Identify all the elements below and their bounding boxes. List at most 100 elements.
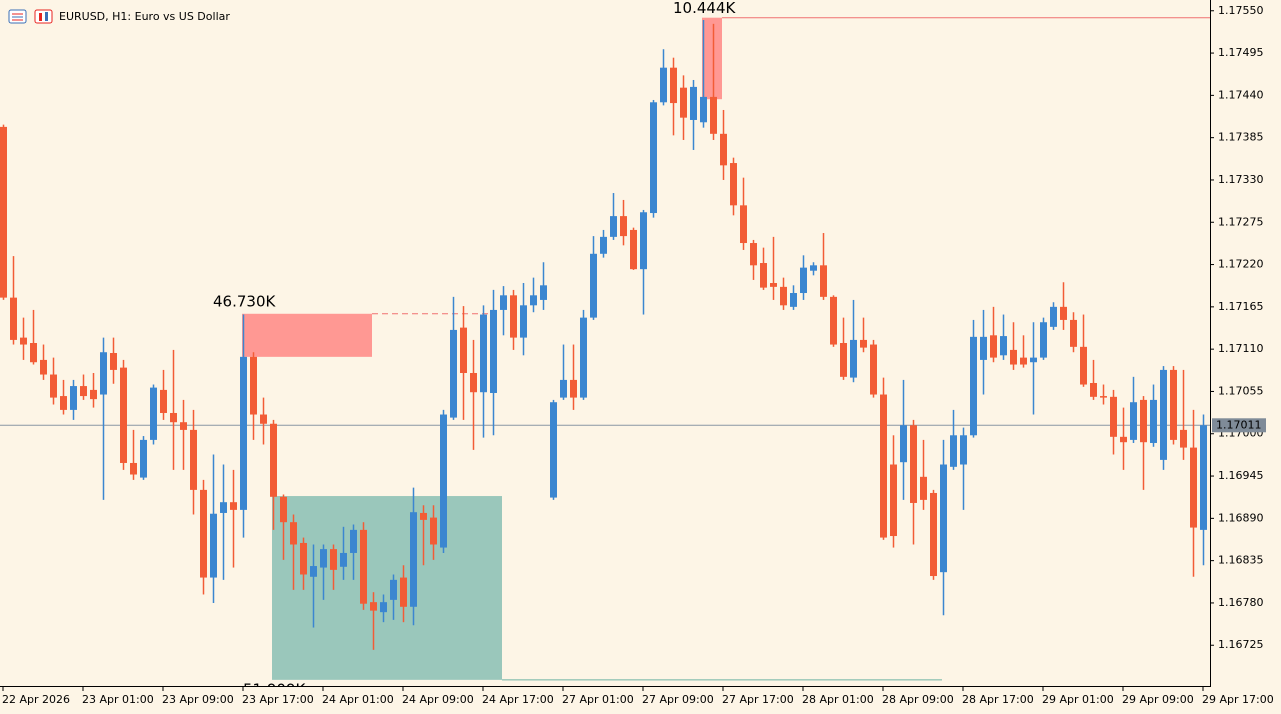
candle-body [420, 512, 427, 520]
candle-body [340, 552, 347, 567]
candle-body [310, 566, 317, 577]
x-tick-label: 29 Apr 01:00 [1042, 693, 1114, 706]
candle-body [620, 216, 627, 237]
candle-body [800, 267, 807, 294]
candle-body [120, 367, 127, 463]
x-tick-label: 28 Apr 09:00 [882, 693, 954, 706]
chart-title: EURUSD, H1: Euro vs US Dollar [59, 10, 230, 23]
x-tick-label: 27 Apr 17:00 [722, 693, 794, 706]
y-tick-label: 1.17550 [1218, 4, 1264, 17]
candle-body [540, 285, 547, 300]
candle-body [170, 412, 177, 423]
icon-chart [34, 9, 53, 24]
candle-body [360, 529, 367, 604]
candle-body [460, 327, 467, 373]
candle-body [50, 374, 57, 398]
y-tick-label: 1.16725 [1218, 638, 1264, 651]
candle-body [260, 414, 267, 424]
x-tick-label: 24 Apr 17:00 [482, 693, 554, 706]
x-tick-label: 23 Apr 09:00 [162, 693, 234, 706]
candle-body [240, 356, 247, 510]
candle-body [80, 386, 87, 397]
x-tick-label: 28 Apr 01:00 [802, 693, 874, 706]
zone-label: 10.444K [673, 0, 736, 17]
candle-body [1130, 402, 1137, 440]
candle-body [730, 163, 737, 206]
candle-body [280, 496, 287, 523]
candle-body [190, 429, 197, 490]
candle-body [570, 379, 577, 398]
candle-body [940, 464, 947, 573]
candle-body [900, 425, 907, 463]
candle-body [270, 423, 277, 497]
candle-body [290, 522, 297, 545]
candle-body [1150, 399, 1157, 443]
candle-body [580, 317, 587, 398]
candle-body [1040, 322, 1047, 358]
candle-body [320, 549, 327, 568]
candle-body [300, 542, 307, 575]
candle-body [1030, 357, 1037, 363]
candle-body [780, 286, 787, 306]
y-axis-band [1211, 0, 1281, 714]
candle-body [1200, 425, 1207, 530]
x-tick-label: 29 Apr 17:00 [1202, 693, 1274, 706]
candle-body [180, 422, 187, 430]
y-tick-label: 1.17055 [1218, 384, 1264, 397]
candle-body [1010, 349, 1017, 365]
candle-body [350, 529, 357, 553]
x-tick-label: 29 Apr 09:00 [1122, 693, 1194, 706]
candle-body [140, 439, 147, 478]
candle-body [790, 293, 797, 307]
candle-body [20, 337, 27, 345]
candle-body [530, 295, 537, 306]
candle-body [1160, 369, 1167, 460]
candle-body [980, 336, 987, 360]
candle-body [370, 602, 377, 611]
candle-body [1140, 399, 1147, 443]
candle-body [960, 435, 967, 465]
icon-bar [39, 13, 42, 21]
candle-body [920, 476, 927, 500]
candle-body [840, 343, 847, 377]
candle-body [390, 579, 397, 600]
y-tick-label: 1.16890 [1218, 511, 1264, 524]
candle-body [440, 414, 447, 548]
candle-body [630, 229, 637, 270]
zone [272, 496, 502, 680]
candle-body [110, 352, 117, 370]
candle-body [490, 309, 497, 393]
candle-body [810, 265, 817, 271]
candle-body [230, 502, 237, 510]
candle-body [480, 314, 487, 393]
candle-body [1100, 396, 1107, 398]
candle-body [1000, 336, 1007, 356]
candle-body [850, 339, 857, 378]
candle-body [1170, 369, 1177, 440]
candle-body [200, 489, 207, 578]
candle-body [930, 492, 937, 577]
y-tick-label: 1.17385 [1218, 131, 1264, 144]
candle-body [830, 296, 837, 345]
candle-body [1180, 429, 1187, 448]
header: EURUSD, H1: Euro vs US Dollar [8, 9, 230, 24]
candle-body [700, 96, 707, 123]
y-tick-label: 1.17330 [1218, 173, 1264, 186]
candle-body [1190, 447, 1197, 528]
x-tick-label: 27 Apr 09:00 [642, 693, 714, 706]
candle-body [520, 305, 527, 338]
candle-body [680, 87, 687, 118]
candle-body [760, 263, 767, 288]
candle-body [820, 265, 827, 297]
zone [702, 17, 722, 100]
candle-body [410, 512, 417, 607]
candle-body [430, 517, 437, 545]
candle-body [590, 253, 597, 318]
zone [242, 313, 372, 357]
candle-body [950, 435, 957, 467]
icon-bar [45, 12, 48, 21]
candle-body [60, 396, 67, 410]
candle-body [330, 549, 337, 570]
